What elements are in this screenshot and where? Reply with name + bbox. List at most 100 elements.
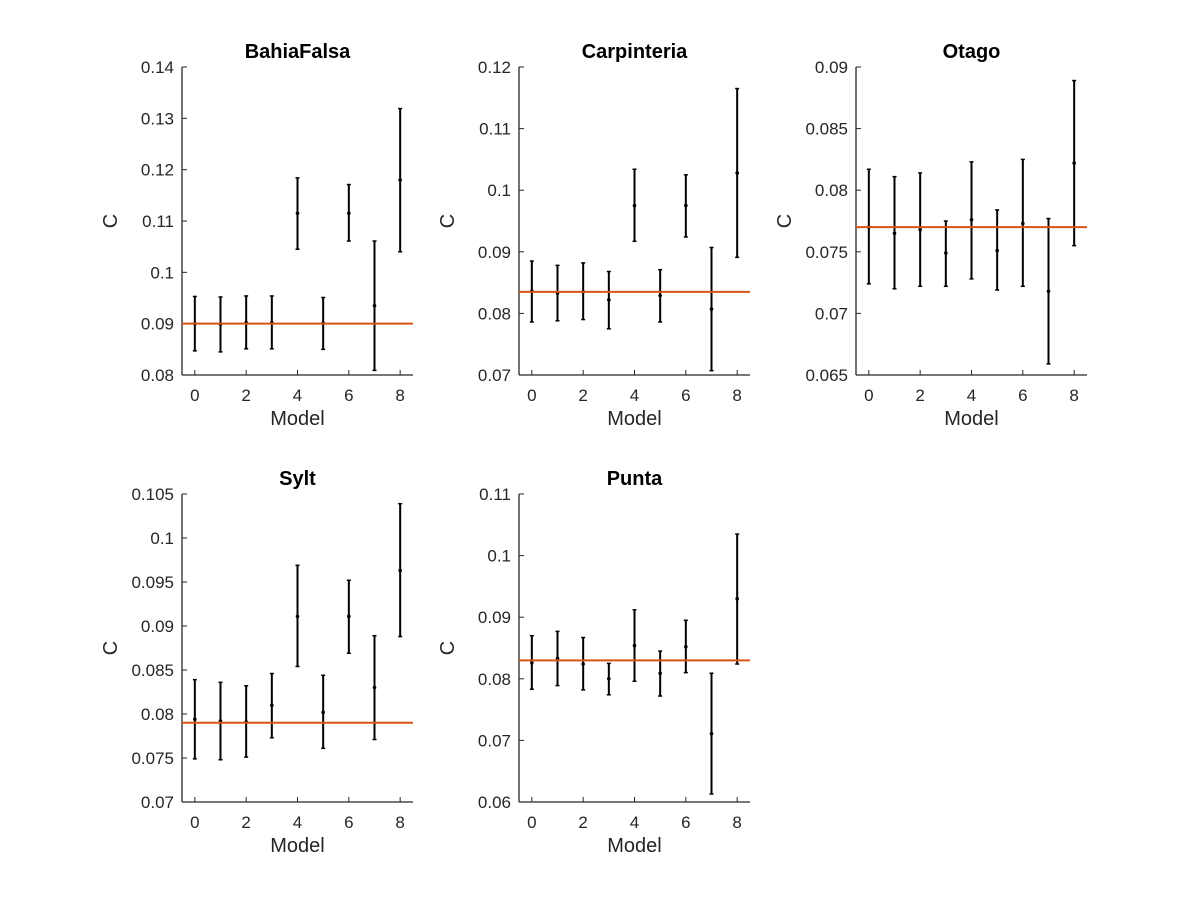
data-point <box>995 248 999 253</box>
y-axis-label: C <box>100 214 122 228</box>
data-point <box>735 171 739 175</box>
data-point <box>347 614 351 619</box>
x-tick-label: 2 <box>241 386 250 405</box>
subplot-title: Punta <box>607 468 663 490</box>
y-tick-label: 0.1 <box>150 529 174 548</box>
x-tick-label: 6 <box>344 813 353 832</box>
x-tick-label: 0 <box>190 813 199 832</box>
subplot-title: Otago <box>943 41 1001 63</box>
x-axis-label: Model <box>944 408 998 430</box>
data-point <box>372 303 377 308</box>
y-tick-label: 0.11 <box>142 212 174 231</box>
y-axis-label: C <box>100 641 122 655</box>
y-tick-label: 0.08 <box>478 304 511 323</box>
x-tick-label: 4 <box>293 386 302 405</box>
y-axis-label: C <box>774 214 796 228</box>
data-point <box>658 293 662 298</box>
x-tick-label: 4 <box>967 386 976 405</box>
x-tick-label: 8 <box>732 386 741 405</box>
data-point <box>295 211 300 216</box>
y-tick-label: 0.09 <box>141 315 174 334</box>
data-point <box>684 203 688 208</box>
data-point <box>607 677 611 681</box>
y-tick-label: 0.1 <box>487 547 511 566</box>
data-point <box>321 710 325 715</box>
y-tick-label: 0.075 <box>131 749 174 768</box>
data-point <box>632 203 637 208</box>
data-point <box>530 660 534 665</box>
data-point <box>607 298 611 302</box>
y-tick-label: 0.08 <box>815 181 848 200</box>
y-tick-label: 0.075 <box>805 243 848 262</box>
y-tick-label: 0.1 <box>150 263 174 282</box>
data-point <box>193 717 197 722</box>
y-tick-label: 0.09 <box>141 617 174 636</box>
x-tick-label: 0 <box>864 386 873 405</box>
data-point <box>735 596 739 601</box>
x-tick-label: 8 <box>732 813 741 832</box>
y-tick-label: 0.1 <box>487 181 511 200</box>
subplot-bahiafalsa: 0.08 0.09 0.1 0.11 0.12 0.13 0.14 0 2 4 6 8 BahiaFal… <box>100 41 413 430</box>
y-tick-label: 0.12 <box>478 58 511 77</box>
y-tick-label: 0.07 <box>815 304 848 323</box>
y-tick-label: 0.11 <box>479 485 511 504</box>
data-point <box>372 685 377 690</box>
data-point <box>398 178 402 182</box>
subplot-title: Sylt <box>279 468 316 490</box>
data-point <box>270 703 274 707</box>
y-tick-label: 0.14 <box>141 58 174 77</box>
subplot-title: Carpinteria <box>582 41 688 63</box>
y-tick-label: 0.105 <box>131 485 174 504</box>
data-point <box>398 568 402 573</box>
data-point <box>1046 289 1051 294</box>
y-tick-label: 0.06 <box>478 793 511 812</box>
data-point <box>581 662 585 666</box>
y-tick-label: 0.08 <box>141 366 174 385</box>
data-point <box>295 614 300 619</box>
x-tick-label: 0 <box>527 813 536 832</box>
x-axis-label: Model <box>607 408 661 430</box>
x-tick-label: 8 <box>1069 386 1078 405</box>
x-tick-label: 2 <box>915 386 924 405</box>
subplot-sylt: 0.07 0.075 0.08 0.085 0.09 0.095 0.1 0.105 0 2 4 6 8… <box>100 468 413 857</box>
x-tick-label: 6 <box>681 813 690 832</box>
x-tick-label: 8 <box>395 386 404 405</box>
y-tick-label: 0.11 <box>479 120 511 139</box>
x-tick-label: 0 <box>527 386 536 405</box>
data-point <box>1021 221 1025 226</box>
y-tick-label: 0.07 <box>141 793 174 812</box>
data-point <box>918 227 922 232</box>
x-axis-label: Model <box>607 835 661 857</box>
data-point <box>709 307 714 311</box>
x-tick-label: 4 <box>293 813 302 832</box>
x-tick-label: 6 <box>344 386 353 405</box>
y-tick-label: 0.095 <box>131 573 174 592</box>
y-axis-label: C <box>437 214 459 228</box>
x-tick-label: 2 <box>578 813 587 832</box>
x-tick-label: 4 <box>630 813 639 832</box>
data-point <box>969 217 974 222</box>
subplot-carpinteria: 0.07 0.08 0.09 0.1 0.11 0.12 0 2 4 6 8 Carpinteria M… <box>437 41 750 430</box>
data-point <box>709 731 714 736</box>
y-tick-label: 0.085 <box>805 120 848 139</box>
y-tick-label: 0.08 <box>141 705 174 724</box>
x-axis-label: Model <box>270 408 324 430</box>
subplot-title: BahiaFalsa <box>245 41 351 63</box>
y-tick-label: 0.12 <box>141 161 174 180</box>
data-point <box>892 231 897 236</box>
y-tick-label: 0.09 <box>478 608 511 627</box>
data-point <box>632 643 637 648</box>
x-tick-label: 8 <box>395 813 404 832</box>
x-tick-label: 6 <box>1018 386 1027 405</box>
subplot-punta: 0.06 0.07 0.08 0.09 0.1 0.11 0 2 4 6 8 Punta Model C <box>437 468 750 857</box>
y-tick-label: 0.085 <box>131 661 174 680</box>
y-tick-label: 0.09 <box>478 243 511 262</box>
data-point <box>347 211 351 216</box>
y-tick-label: 0.09 <box>815 58 848 77</box>
x-tick-label: 0 <box>190 386 199 405</box>
x-axis-label: Model <box>270 835 324 857</box>
data-point <box>684 644 688 649</box>
y-axis-label: C <box>437 641 459 655</box>
x-tick-label: 6 <box>681 386 690 405</box>
y-tick-label: 0.07 <box>478 731 511 750</box>
